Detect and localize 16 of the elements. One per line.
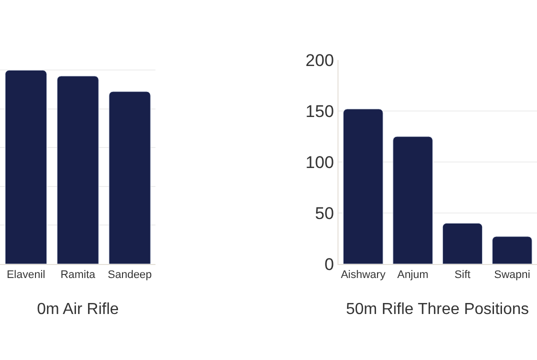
y-tick-label: 50 xyxy=(314,204,334,223)
x-tick-label: Anjum xyxy=(397,269,428,282)
y-tick-label: 100 xyxy=(306,152,334,172)
bar xyxy=(442,222,483,264)
text: 0m Air Rifle xyxy=(37,301,119,318)
x-tick-label: Ramita xyxy=(60,269,96,282)
bar xyxy=(492,236,532,264)
x-tick-label: Sandeep xyxy=(108,269,152,282)
x-tick-label: Sift xyxy=(454,269,470,282)
y-tick-label: 200 xyxy=(306,50,334,70)
x-tick-label: Swapni xyxy=(494,269,530,282)
y-tick-label: 150 xyxy=(306,102,334,121)
x-tick-label: Elavenil xyxy=(6,269,46,282)
y-tick-label: 0 xyxy=(324,254,334,274)
text: 50m Rifle Three Positions xyxy=(346,301,529,318)
x-tick-label: Aishwary xyxy=(340,269,386,282)
